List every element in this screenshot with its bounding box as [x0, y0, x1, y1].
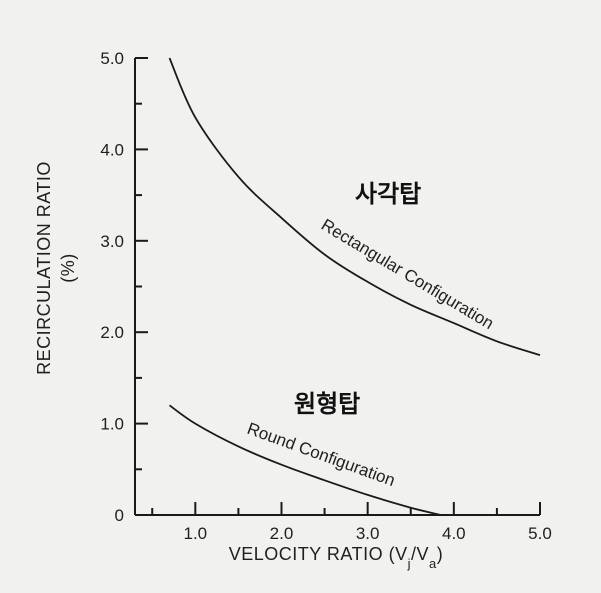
y-axis-ticks: 0 1.0 2.0 3.0 4.0 5.0 — [100, 49, 148, 525]
y-tick-label: 0 — [115, 506, 124, 525]
rectangular-curve-label: Rectangular Configuration — [318, 215, 497, 333]
axes — [134, 58, 540, 516]
y-tick-label: 1.0 — [100, 415, 124, 434]
rectangular-korean-label: 사각탑 — [355, 180, 421, 208]
x-axis-ticks: 1.0 2.0 3.0 4.0 5.0 — [151, 502, 552, 543]
x-tick-label: 3.0 — [356, 524, 380, 543]
y-tick-label: 2.0 — [100, 323, 124, 342]
x-tick-label: 2.0 — [270, 524, 294, 543]
rectangular-configuration-curve — [168, 57, 541, 356]
x-axis-title: VELOCITY RATIO (Vj/Va) — [229, 544, 444, 571]
x-tick-label: 1.0 — [183, 524, 207, 543]
round-configuration-curve — [168, 404, 442, 516]
curves — [168, 57, 541, 516]
y-axis-title: RECIRCULATION RATIO — [34, 161, 54, 375]
y-tick-label: 4.0 — [100, 140, 124, 159]
y-axis-unit: (%) — [58, 253, 78, 283]
round-korean-label: 원형탑 — [294, 390, 360, 418]
y-tick-label: 3.0 — [100, 232, 124, 251]
x-tick-label: 4.0 — [442, 524, 466, 543]
y-tick-label: 5.0 — [100, 49, 124, 68]
x-tick-label: 5.0 — [528, 524, 552, 543]
